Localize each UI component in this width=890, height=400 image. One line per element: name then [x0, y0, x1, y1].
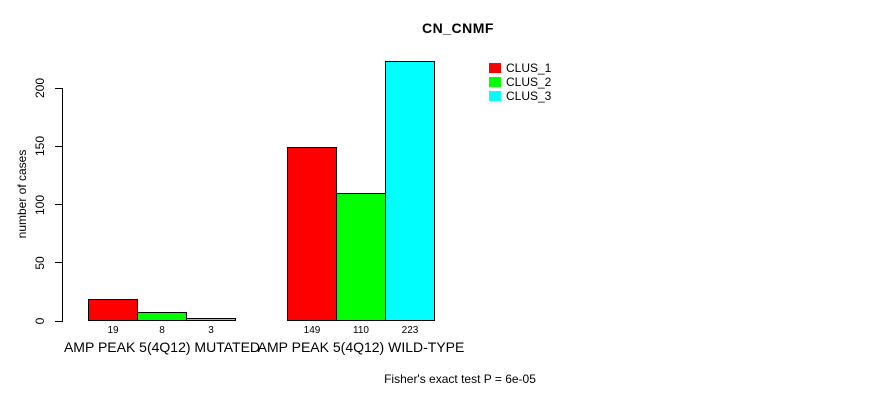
legend-label: CLUS_2	[506, 75, 552, 89]
legend-label: CLUS_3	[506, 89, 552, 103]
x-group-label: AMP PEAK 5(4Q12) MUTATED	[63, 339, 261, 355]
stat-annotation: Fisher's exact test P = 6e-05	[384, 372, 536, 386]
legend-swatch-icon	[489, 91, 501, 101]
bar-value-label: 223	[401, 325, 419, 336]
bar-clus_1-group1	[88, 299, 138, 321]
y-tick-label: 0	[33, 317, 47, 325]
chart-title: CN_CNMF	[422, 20, 494, 36]
y-tick-label: 150	[33, 136, 47, 157]
bar-value-label: 19	[107, 325, 119, 336]
legend-item: CLUS_1	[489, 61, 551, 75]
x-group-label: AMP PEAK 5(4Q12) WILD-TYPE	[257, 339, 465, 355]
legend-swatch-icon	[489, 63, 501, 73]
bar-value-label: 8	[159, 325, 165, 336]
bar-value-label: 149	[303, 325, 321, 336]
y-tick-mark	[55, 204, 62, 205]
bar-clus_3-group1	[186, 318, 236, 321]
bar-value-label: 110	[353, 325, 369, 336]
bar-clus_1-group2	[287, 147, 337, 321]
y-axis-title: number of cases	[15, 149, 29, 239]
y-axis-line	[62, 88, 63, 322]
y-tick-mark	[55, 87, 62, 89]
bar-value-label: 3	[208, 325, 214, 336]
legend: CLUS_1 CLUS_2 CLUS_3	[489, 61, 551, 103]
bar-clus_3-group2	[385, 61, 435, 321]
y-tick-label: 200	[33, 77, 47, 99]
legend-item: CLUS_2	[489, 75, 551, 89]
bar-clus_2-group2	[336, 193, 386, 321]
y-tick-mark	[55, 145, 62, 147]
bar-clus_2-group1	[137, 312, 187, 321]
y-tick-label: 50	[33, 256, 47, 270]
y-tick-label: 100	[33, 194, 47, 215]
legend-swatch-icon	[489, 77, 501, 87]
y-tick-mark	[55, 262, 62, 264]
legend-item: CLUS_3	[489, 89, 551, 103]
legend-label: CLUS_1	[506, 61, 552, 75]
y-tick-mark	[55, 320, 62, 322]
